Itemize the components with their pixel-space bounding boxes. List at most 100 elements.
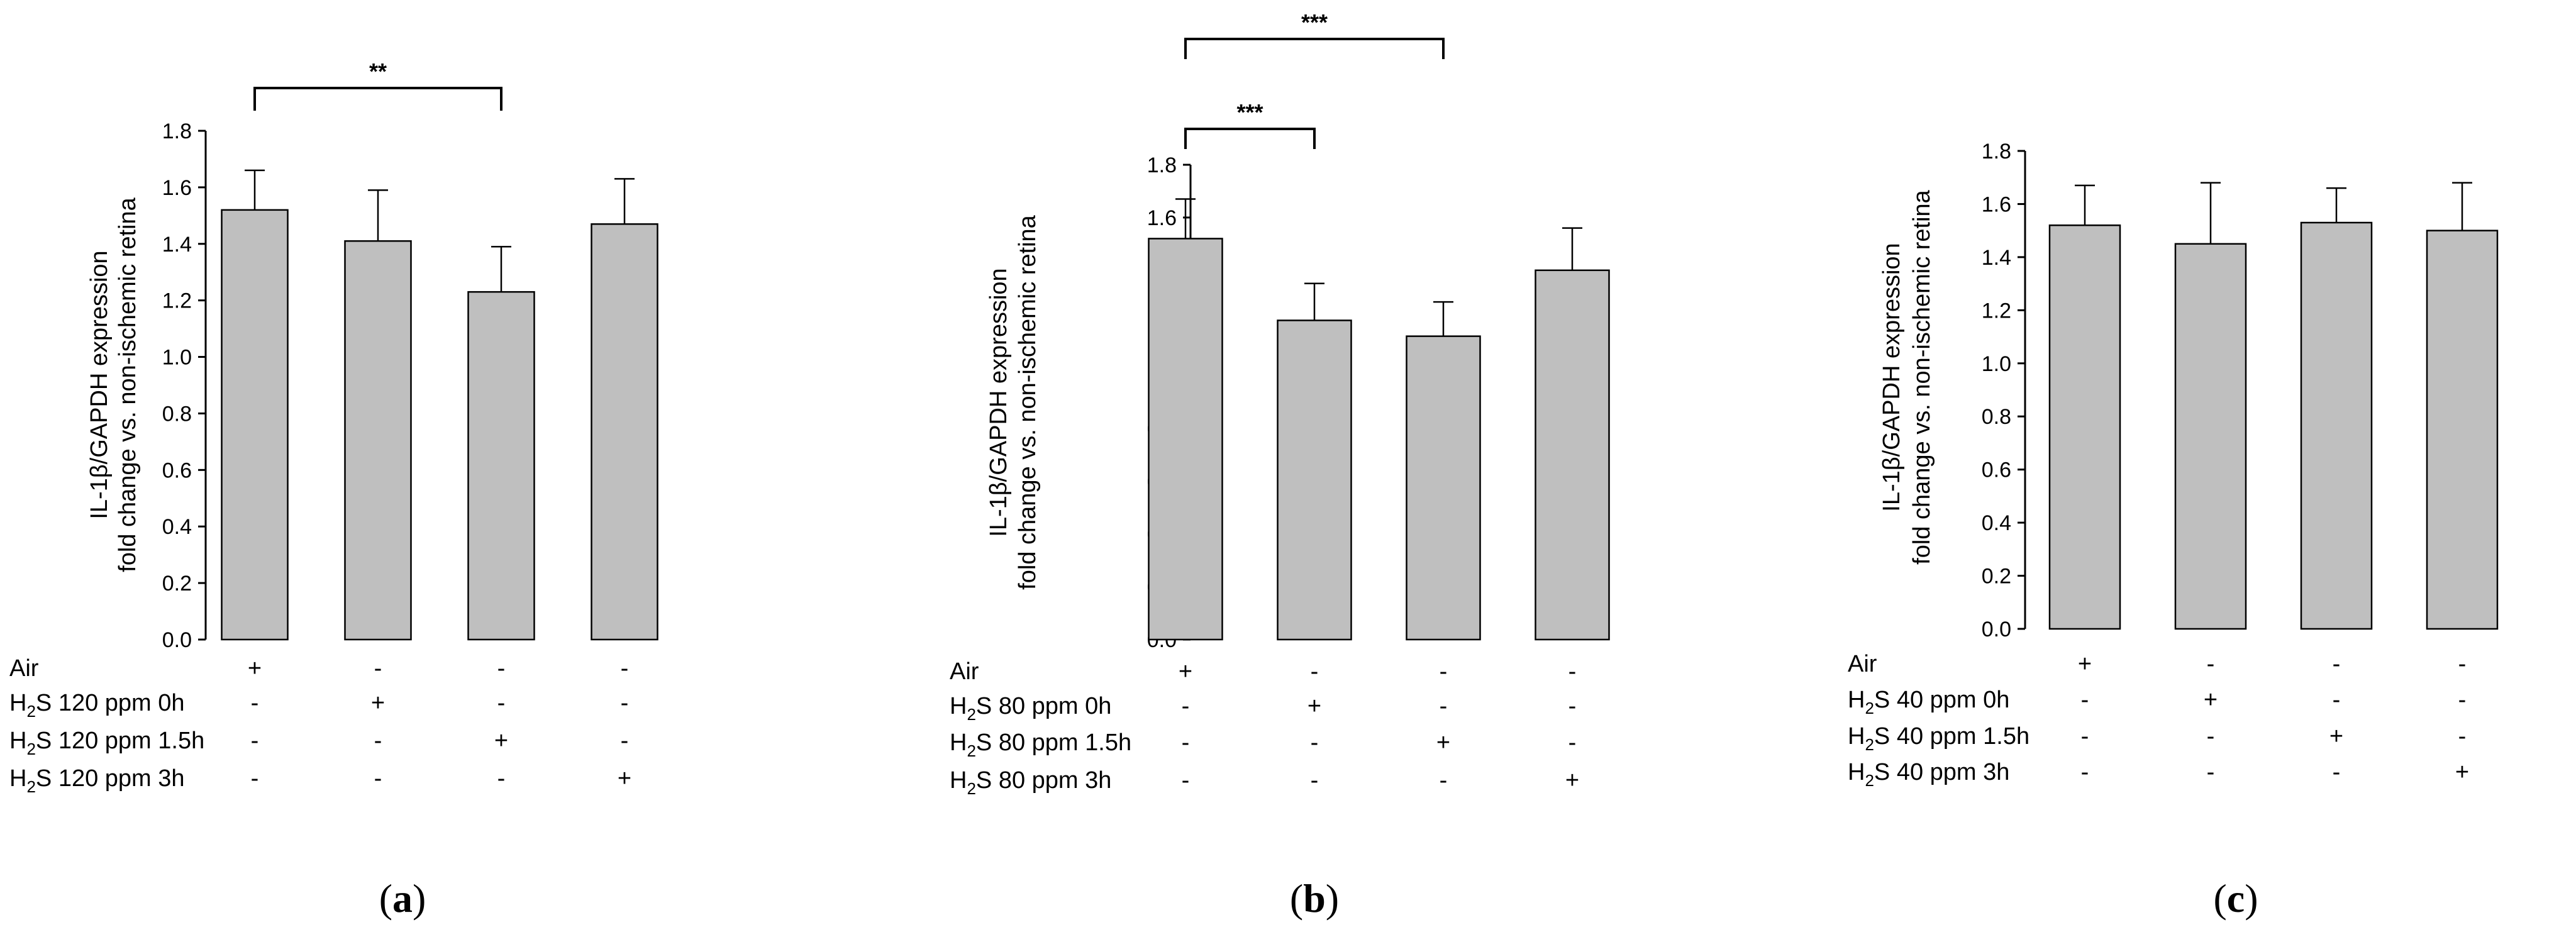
condition-sign: - (2207, 759, 2215, 785)
y-tick-label: 0.6 (1982, 458, 2011, 482)
y-tick-label: 1.4 (162, 233, 192, 257)
y-tick-label: 1.6 (1982, 192, 2011, 216)
condition-sign: + (2078, 651, 2092, 677)
condition-label: H2S 120 ppm 1.5h (9, 728, 204, 758)
bar (1148, 238, 1223, 641)
condition-sign: - (2458, 687, 2467, 713)
y-axis-title: IL-1β/GAPDH expression (985, 268, 1012, 536)
bar (344, 240, 412, 641)
y-axis-title: IL-1β/GAPDH expression (86, 250, 113, 519)
condition-sign: + (1307, 693, 1321, 719)
y-axis-subtitle: fold change vs. non-ischemic retina (1909, 189, 1935, 565)
bar (2300, 221, 2373, 630)
y-axis-title: IL-1β/GAPDH expression (1879, 243, 1905, 511)
panel-label: (c) (2213, 876, 2258, 921)
condition-label: Air (950, 658, 979, 685)
condition-sign: + (2329, 723, 2343, 750)
significance-label: *** (1236, 99, 1263, 125)
condition-label: H2S 120 ppm 3h (9, 765, 185, 796)
condition-sign: - (1440, 767, 1448, 794)
y-axis-subtitle: fold change vs. non-ischemic retina (1014, 214, 1041, 590)
condition-sign: - (2081, 687, 2089, 713)
condition-sign: - (1311, 729, 1319, 756)
chart-panel-c: 0.0 0.2 0.4 0.6 0.8 1.0 1.2 1.4 1.6 1.8 IL-1β/GAPD… (1848, 140, 2499, 921)
condition-sign: - (1568, 693, 1577, 719)
condition-sign: - (1568, 658, 1577, 685)
condition-sign: - (374, 765, 382, 792)
condition-sign: - (2081, 723, 2089, 750)
condition-label: Air (9, 655, 39, 682)
y-tick-label: 1.0 (1982, 352, 2011, 376)
significance-label: ** (369, 58, 387, 84)
condition-sign: - (621, 690, 629, 716)
y-axis-subtitle: fold change vs. non-ischemic retina (114, 197, 141, 572)
condition-label: H2S 80 ppm 3h (950, 767, 1111, 798)
y-tick-label: 1.6 (162, 176, 192, 200)
condition-sign: - (1311, 767, 1319, 794)
condition-sign: - (251, 728, 259, 754)
condition-sign: - (2333, 759, 2341, 785)
y-tick-label: 1.4 (1982, 246, 2011, 270)
condition-sign: + (2455, 759, 2469, 785)
condition-sign: - (2333, 651, 2341, 677)
y-tick-label: 0.2 (162, 572, 192, 596)
y-tick-label: 0.0 (162, 628, 192, 652)
condition-sign: + (1565, 767, 1579, 794)
y-tick-label: 0.8 (1982, 405, 2011, 429)
condition-sign: - (374, 728, 382, 754)
condition-sign: - (251, 690, 259, 716)
condition-sign: - (2207, 651, 2215, 677)
bar (1406, 335, 1481, 641)
bar (2174, 243, 2247, 630)
condition-label: H2S 80 ppm 0h (950, 693, 1111, 724)
chart-panel-a: 0.0 0.2 0.4 0.6 0.8 1.0 1.2 1.4 1.6 1.8 IL-1β/GAPD… (9, 58, 658, 921)
condition-sign: + (618, 765, 631, 792)
condition-sign: - (2333, 687, 2341, 713)
y-tick-label: 0.8 (162, 402, 192, 426)
bar (2048, 224, 2121, 630)
condition-sign: - (1568, 729, 1577, 756)
condition-sign: - (2081, 759, 2089, 785)
significance-bracket (1184, 128, 1316, 149)
chart-panel-b: 0.00.20.40.60.81.01.21.41.61.8IL-1β/GAPD… (950, 9, 1610, 921)
condition-sign: - (1182, 767, 1190, 794)
y-tick-label: 1.0 (162, 346, 192, 370)
condition-sign: - (2207, 723, 2215, 750)
panel-label: (a) (379, 876, 426, 921)
condition-label: H2S 40 ppm 3h (1848, 759, 2009, 790)
condition-sign: + (1179, 658, 1192, 685)
condition-sign: - (2458, 651, 2467, 677)
bar (1277, 319, 1352, 641)
y-tick-label: 0.2 (1982, 565, 2011, 589)
bar (2426, 230, 2499, 630)
condition-sign: - (621, 655, 629, 682)
condition-sign: + (494, 728, 508, 754)
condition-sign: - (497, 655, 506, 682)
condition-sign: - (1182, 693, 1190, 719)
condition-sign: + (2204, 687, 2218, 713)
y-tick-label: 1.8 (162, 119, 192, 143)
bar (591, 223, 658, 641)
y-tick-label: 0.0 (1982, 618, 2011, 641)
condition-sign: - (1440, 658, 1448, 685)
condition-label: H2S 120 ppm 0h (9, 690, 185, 721)
condition-label: Air (1848, 651, 1877, 677)
bar (467, 291, 535, 641)
condition-sign: + (248, 655, 262, 682)
condition-sign: - (497, 765, 506, 792)
significance-bracket (1184, 38, 1445, 59)
condition-sign: - (2458, 723, 2467, 750)
y-tick-label: 0.6 (162, 458, 192, 482)
y-tick-label: 0.4 (162, 515, 192, 539)
condition-sign: + (371, 690, 385, 716)
condition-sign: - (251, 765, 259, 792)
condition-sign: - (1440, 693, 1448, 719)
significance-label: *** (1301, 9, 1328, 35)
panel-label: (b) (1290, 876, 1339, 921)
condition-sign: - (1311, 658, 1319, 685)
condition-sign: - (1182, 729, 1190, 756)
bar (1535, 269, 1610, 641)
condition-label: H2S 80 ppm 1.5h (950, 729, 1131, 760)
condition-sign: - (497, 690, 506, 716)
